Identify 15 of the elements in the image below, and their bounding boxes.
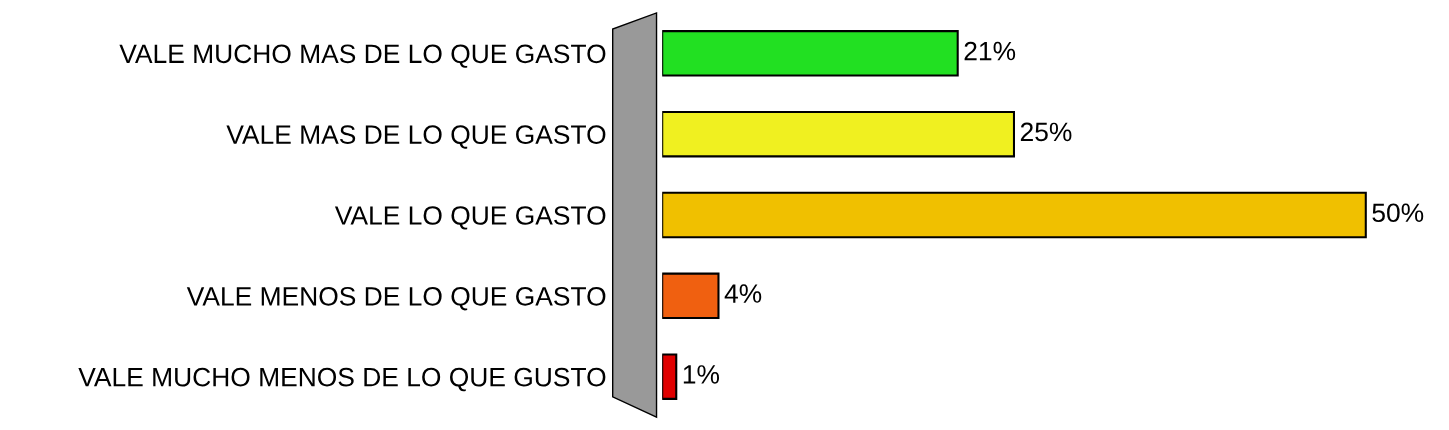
- data-label: 50%: [1372, 203, 1424, 223]
- bar: [662, 272, 720, 320]
- bar: [662, 30, 959, 77]
- bar: [662, 353, 678, 400]
- y-tick-label: VALE MENOS DE LO QUE GASTO: [186, 286, 606, 311]
- y-tick-label: VALE LO QUE GASTO: [334, 206, 606, 230]
- data-label: 4%: [724, 284, 762, 303]
- bar: [662, 191, 1367, 239]
- data-label: 21%: [964, 41, 1016, 61]
- y-tick-label: VALE MUCHO MENOS DE LO QUE GUSTO: [78, 367, 606, 392]
- bar: [662, 110, 1016, 158]
- y-tick-label: VALE MUCHO MAS DE LO QUE GASTO: [119, 44, 606, 68]
- data-label: 25%: [1020, 122, 1072, 142]
- data-label: 1%: [683, 365, 720, 384]
- y-tick-label: VALE MAS DE LO QUE GASTO: [226, 125, 606, 149]
